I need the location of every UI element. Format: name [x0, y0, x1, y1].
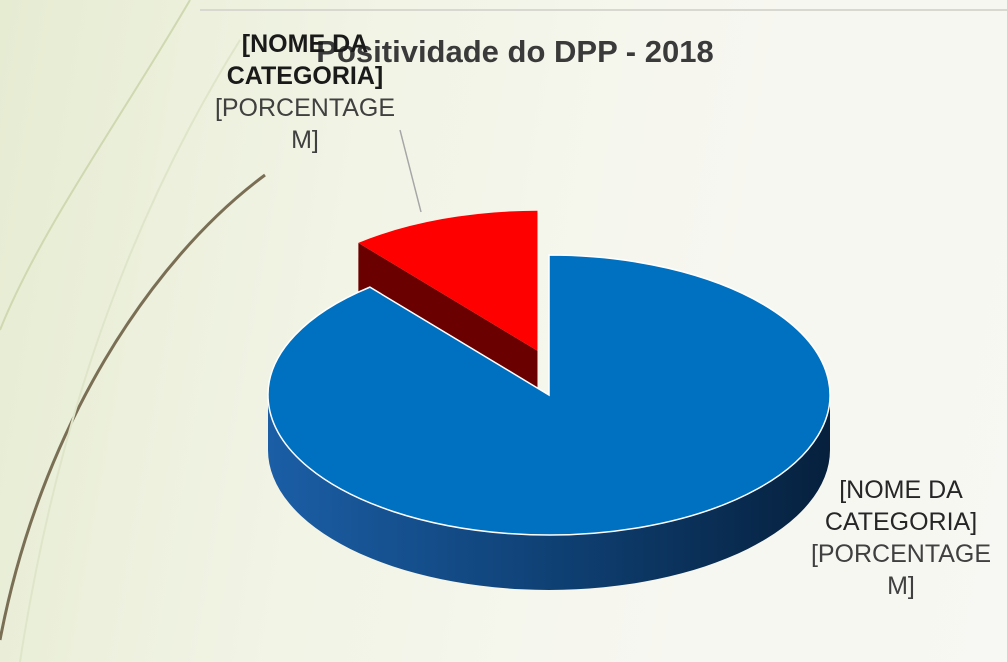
- label-value: [PORCENTAGEM]: [214, 94, 396, 154]
- decor-curve: [0, 0, 191, 331]
- slice: [267, 254, 831, 536]
- decor-curve: [19, 39, 241, 662]
- chart-title: Positividade do DPP - 2018: [316, 34, 714, 69]
- label-category: [NOME DA CATEGORIA]: [824, 476, 978, 536]
- data-label: [NOME DA CATEGORIA] [PORCENTAGEM]: [803, 474, 999, 602]
- leader-line: [399, 129, 422, 213]
- label-value: [PORCENTAGEM]: [810, 540, 992, 600]
- slice-side: [268, 395, 830, 590]
- slice: [358, 210, 538, 351]
- data-label: [NOME DA CATEGORIA] [PORCENTAGEM]: [207, 28, 403, 156]
- decor-curve: [0, 173, 266, 641]
- label-category: [NOME DA CATEGORIA]: [226, 30, 384, 90]
- pie: [267, 210, 831, 590]
